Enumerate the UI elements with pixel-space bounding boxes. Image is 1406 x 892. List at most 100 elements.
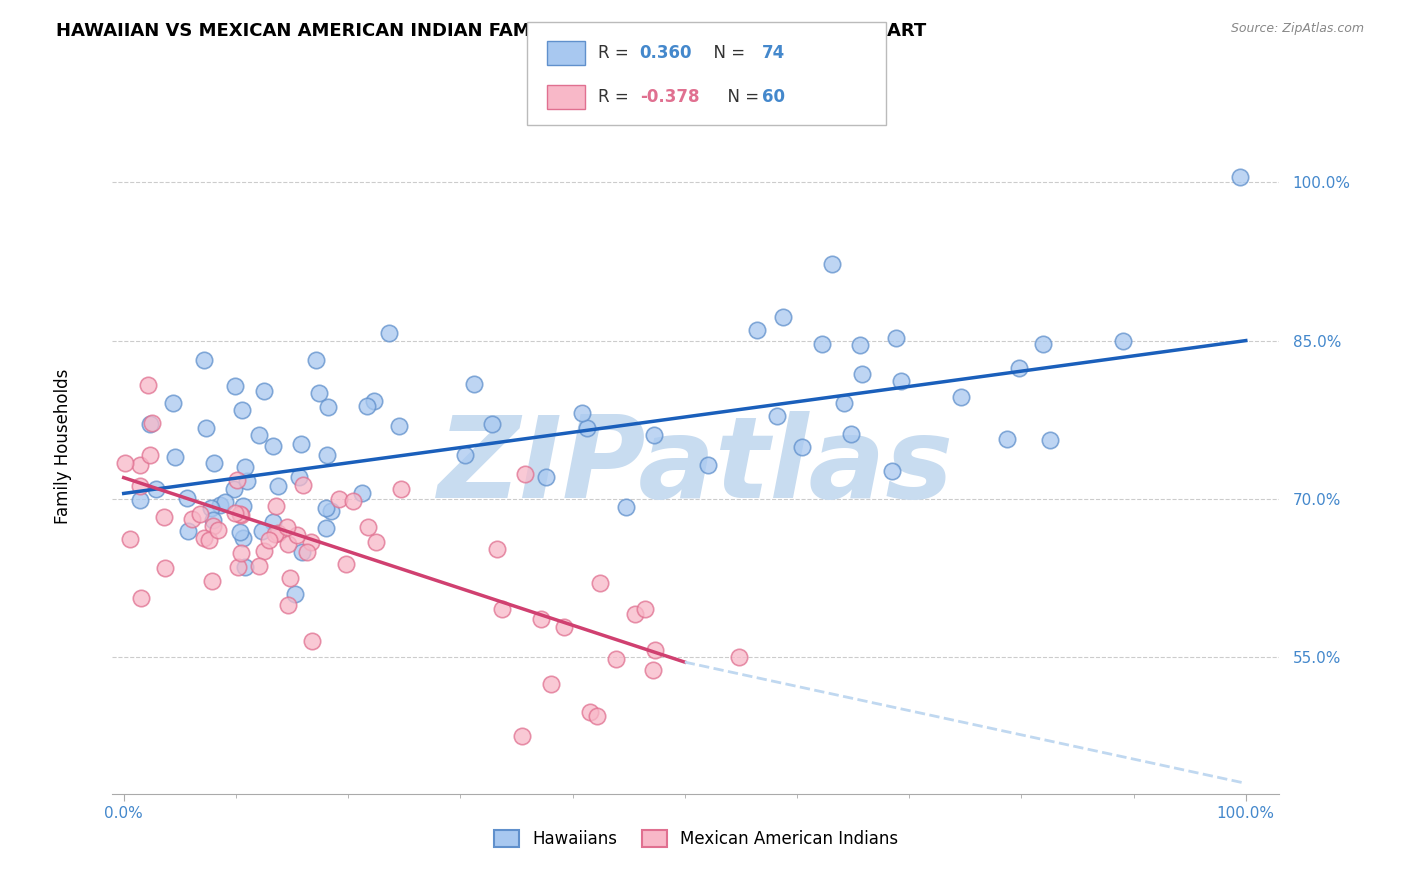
Point — [1032, 336, 1054, 351]
Point — [586, 708, 609, 723]
Point — [200, 501, 222, 516]
Text: 60: 60 — [762, 88, 785, 106]
Point — [224, 379, 246, 393]
Point — [301, 633, 323, 648]
Point — [388, 418, 411, 433]
Point — [141, 416, 163, 430]
Text: R =: R = — [598, 88, 634, 106]
Point — [1112, 334, 1135, 348]
Point — [510, 729, 533, 743]
Point — [128, 458, 150, 473]
Point — [643, 427, 665, 442]
Point — [697, 458, 720, 473]
Point — [228, 507, 250, 521]
Point — [176, 491, 198, 506]
Point — [389, 482, 412, 496]
Point — [1229, 170, 1251, 185]
Point — [201, 513, 224, 527]
Point — [114, 457, 136, 471]
Point — [277, 537, 299, 551]
Point — [201, 574, 224, 588]
Point — [890, 375, 912, 389]
Point — [851, 368, 873, 382]
Point — [950, 390, 973, 404]
Point — [377, 326, 399, 340]
Point — [145, 482, 167, 496]
Point — [454, 448, 477, 462]
Point — [530, 612, 553, 626]
Point — [305, 353, 328, 368]
Point — [208, 498, 231, 512]
Point — [233, 559, 256, 574]
Point — [231, 508, 253, 522]
Point — [138, 448, 160, 462]
Point — [118, 532, 141, 546]
Point — [515, 467, 537, 481]
Point — [589, 576, 612, 591]
Point — [257, 533, 280, 548]
Point — [485, 541, 508, 556]
Point — [226, 559, 249, 574]
Point — [195, 421, 218, 435]
Point — [745, 323, 768, 337]
Text: HAWAIIAN VS MEXICAN AMERICAN INDIAN FAMILY HOUSEHOLDS CORRELATION CHART: HAWAIIAN VS MEXICAN AMERICAN INDIAN FAMI… — [56, 22, 927, 40]
Point — [129, 478, 152, 492]
Point — [262, 440, 284, 454]
Point — [356, 400, 378, 414]
Text: ZIPatlas: ZIPatlas — [437, 411, 955, 523]
Point — [765, 409, 787, 424]
Point — [849, 338, 872, 352]
Point — [614, 500, 637, 514]
Point — [839, 427, 862, 442]
Point — [129, 591, 152, 606]
Point — [264, 499, 287, 513]
Point — [366, 534, 388, 549]
Point — [463, 376, 485, 391]
Point — [728, 650, 751, 665]
Point — [267, 479, 290, 493]
Point — [553, 620, 575, 634]
Text: -0.378: -0.378 — [640, 88, 699, 106]
Point — [193, 531, 215, 545]
Point — [297, 545, 319, 559]
Point — [882, 464, 904, 478]
Point — [267, 526, 290, 541]
Text: N =: N = — [717, 88, 765, 106]
Point — [231, 546, 253, 560]
Point — [232, 499, 254, 513]
Point — [153, 510, 176, 524]
Point — [231, 402, 253, 417]
Point — [198, 533, 221, 548]
Point — [884, 331, 907, 345]
Point — [180, 512, 202, 526]
Point — [316, 448, 339, 462]
Point — [540, 677, 562, 691]
Point — [605, 652, 627, 666]
Point — [342, 493, 364, 508]
Point — [571, 406, 593, 420]
Text: N =: N = — [703, 44, 751, 62]
Point — [357, 519, 380, 533]
Point — [188, 507, 211, 521]
Point — [299, 535, 322, 549]
Text: R =: R = — [598, 44, 634, 62]
Point — [277, 599, 299, 613]
Point — [575, 420, 598, 434]
Point — [193, 353, 215, 368]
Point — [290, 437, 312, 451]
Legend: Hawaiians, Mexican American Indians: Hawaiians, Mexican American Indians — [486, 823, 905, 855]
Point — [138, 417, 160, 431]
Point — [202, 456, 225, 470]
Point — [253, 543, 276, 558]
Point — [328, 491, 350, 506]
Point — [491, 601, 513, 615]
Point — [155, 561, 177, 575]
Point — [163, 450, 186, 464]
Point — [534, 470, 557, 484]
Point — [226, 473, 249, 487]
Point — [235, 474, 257, 488]
Point — [207, 523, 229, 537]
Point — [224, 507, 246, 521]
Point — [229, 525, 252, 540]
Point — [232, 531, 254, 545]
